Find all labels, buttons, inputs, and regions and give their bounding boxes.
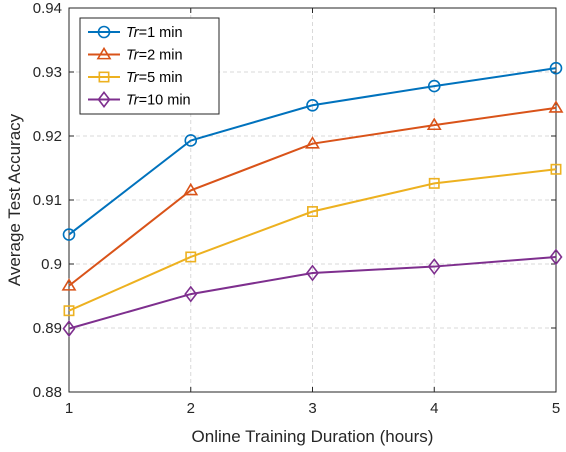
- data-point: [550, 163, 562, 175]
- data-point: [63, 305, 75, 317]
- legend-marker: [97, 25, 111, 39]
- data-point: [305, 264, 320, 282]
- data-point: [62, 228, 76, 241]
- series-line: [68, 67, 557, 236]
- data-point: [428, 177, 440, 189]
- y-tick-label: 0.89: [33, 320, 62, 337]
- data-point: [306, 98, 319, 112]
- data-point: [305, 136, 320, 149]
- legend-marker: [96, 46, 112, 60]
- legend-label: Tr=5 min: [126, 70, 183, 86]
- series-line: [68, 255, 557, 330]
- x-tick-label: 1: [65, 400, 73, 417]
- legend-label: Tr=10 min: [126, 93, 191, 109]
- data-point: [184, 285, 198, 303]
- legend-item: Tr=5 min: [88, 70, 183, 86]
- data-point: [548, 100, 564, 113]
- y-tick-label: 0.9: [41, 256, 62, 273]
- series-2: [61, 100, 564, 291]
- legend-label: Tr=2 min: [126, 48, 183, 64]
- legend: Tr=1 min Tr=2 min Tr=5 min Tr=10 min: [79, 17, 220, 115]
- x-tick-label: 5: [552, 400, 560, 417]
- y-tick-label: 0.94: [33, 0, 62, 17]
- data-point: [61, 278, 77, 291]
- series-4: [62, 248, 563, 338]
- x-axis-title: Online Training Duration (hours): [192, 427, 434, 446]
- axis-ticks: 1 2 3 4 5 0.88 0.89 0.9 0.91 0.92 0.93 0.94: [33, 0, 560, 417]
- legend-box: [79, 17, 220, 115]
- data-point: [185, 251, 197, 263]
- legend-item: Tr=10 min: [88, 91, 191, 109]
- legend-label: Tr=1 min: [126, 25, 183, 41]
- legend-item: Tr=2 min: [88, 46, 183, 64]
- legend-marker: [98, 71, 110, 83]
- legend-marker: [97, 91, 111, 108]
- y-tick-label: 0.92: [33, 128, 62, 145]
- data-point: [307, 206, 318, 217]
- y-tick-label: 0.93: [33, 64, 62, 81]
- series-line: [68, 168, 557, 312]
- x-tick-label: 2: [187, 400, 195, 417]
- data-point: [427, 79, 441, 93]
- legend-item: Tr=1 min: [88, 25, 183, 41]
- y-axis-title: Average Test Accuracy: [5, 113, 24, 286]
- series-3: [63, 163, 562, 317]
- series-group: [61, 61, 564, 338]
- x-tick-label: 3: [308, 400, 316, 417]
- data-point: [427, 258, 441, 276]
- y-tick-label: 0.88: [33, 384, 62, 401]
- data-point: [183, 182, 199, 196]
- series-line: [68, 106, 557, 287]
- data-point: [184, 134, 198, 147]
- data-point: [62, 320, 76, 338]
- series-1: [62, 61, 563, 241]
- x-tick-label: 4: [430, 400, 438, 417]
- data-point: [549, 248, 563, 266]
- data-point: [426, 117, 442, 131]
- y-tick-label: 0.91: [33, 192, 62, 209]
- data-point: [549, 61, 563, 75]
